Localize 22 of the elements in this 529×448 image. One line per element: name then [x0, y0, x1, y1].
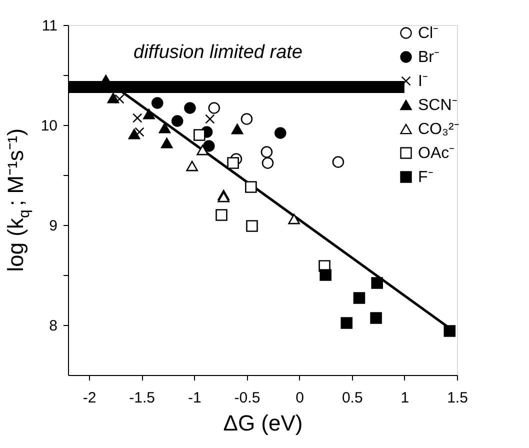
x-tick-label: 1.5: [447, 390, 468, 406]
y-tick-label: 9: [49, 218, 58, 234]
x-tick-label: -1.5: [129, 390, 156, 406]
x-tick-label: 0: [296, 390, 304, 406]
x-tick-label: -2: [82, 390, 96, 406]
legend-label: F⁻: [418, 169, 433, 186]
legend-label: CO₃²⁻: [418, 121, 459, 138]
y-tick-label: 11: [42, 18, 58, 34]
legend-label: SCN⁻: [418, 97, 457, 114]
y-axis-title: log (kq ; M⁻¹s⁻¹): [3, 128, 33, 272]
x-axis-title: ΔG (eV): [223, 410, 303, 436]
legend-label: OAc⁻: [418, 145, 454, 162]
legend-label: Br⁻: [418, 49, 439, 66]
y-tick-label: 8: [49, 318, 58, 334]
x-tick-label: 1: [400, 390, 410, 406]
legend-label: I⁻: [418, 73, 428, 90]
x-tick-label: 0.5: [342, 390, 363, 406]
x-tick-label: -1: [188, 390, 202, 406]
legend-label: Cl⁻: [418, 25, 438, 42]
y-tick-label: 10: [40, 118, 58, 134]
x-tick-label: -0.5: [234, 390, 260, 406]
annotation: diffusion limited rate: [134, 42, 302, 63]
